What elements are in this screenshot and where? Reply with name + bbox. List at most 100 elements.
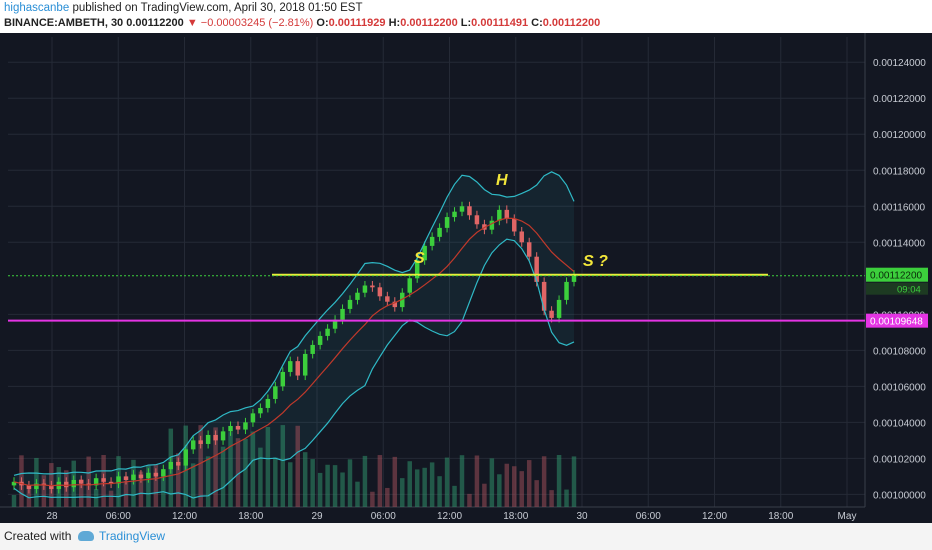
volume-bar [549, 490, 554, 507]
candle-body [71, 479, 76, 488]
candle [243, 417, 248, 435]
volume-bar [198, 425, 203, 507]
candle-body [489, 220, 495, 230]
candle-body [49, 485, 54, 489]
volume-bar [362, 455, 368, 507]
candle [407, 273, 412, 298]
volume-bar [355, 481, 360, 507]
candle [26, 480, 32, 494]
candle-body [93, 478, 99, 486]
candle [273, 381, 278, 404]
volume-bar [280, 425, 286, 507]
candle [220, 426, 226, 445]
candle-body [317, 335, 323, 345]
x-tick-label: 12:00 [172, 511, 197, 522]
author-link[interactable]: highascanbe [4, 2, 70, 14]
volume-bar [302, 452, 308, 507]
candle-body [564, 281, 569, 300]
candle-body [332, 319, 338, 329]
candle [176, 457, 181, 471]
candle-body [34, 483, 39, 489]
candle-body [101, 478, 106, 482]
low-value: 0.00111491 [471, 17, 529, 29]
x-tick-label: 06:00 [371, 511, 396, 522]
candle [325, 324, 330, 341]
x-tick-label: 06:00 [636, 511, 661, 522]
chart-area[interactable]: 0.00124000 0.00122000 0.00120000 0.00118000… [0, 33, 932, 523]
y-tick-label: 0.00102000 [873, 454, 926, 465]
candle [467, 201, 472, 220]
price-tag-text: 0.00112200 [870, 271, 923, 282]
tradingview-logo[interactable]: TradingView [78, 529, 165, 543]
volume-bar [317, 472, 323, 507]
y-tick-label: 0.00106000 [873, 382, 926, 393]
x-tick-label: 29 [311, 511, 323, 522]
candle-body [526, 242, 532, 257]
candle [459, 201, 465, 217]
volume-bar [392, 456, 398, 507]
grid-lines [8, 37, 865, 507]
candle [168, 457, 174, 474]
volume-bar [414, 469, 420, 507]
volume-bar [161, 473, 166, 507]
candle [347, 295, 353, 314]
y-tick-label: 0.00104000 [873, 418, 926, 429]
candle-body [228, 425, 233, 432]
volume-bar [564, 489, 569, 507]
volume-bar [220, 446, 226, 507]
candle [474, 210, 480, 229]
candle [198, 435, 203, 449]
candle [422, 241, 427, 265]
candle-body [198, 440, 203, 444]
bollinger-upper-line [13, 171, 575, 476]
volume-bar [11, 495, 17, 507]
volume-bar [78, 479, 84, 507]
candle-body [549, 310, 554, 318]
candle-body [280, 371, 286, 387]
high-label: H: [388, 17, 401, 29]
volume-bar [26, 484, 32, 507]
open-label: O: [316, 17, 329, 29]
candle [310, 340, 315, 359]
candle-body [295, 361, 300, 376]
candle [235, 421, 241, 435]
candle [385, 291, 390, 307]
candle-body [176, 461, 181, 466]
candle [183, 444, 188, 471]
x-tick-label: 06:00 [106, 511, 131, 522]
candle [362, 281, 368, 298]
volume-bar [108, 490, 114, 507]
open-value: 0.00111929 [328, 17, 386, 29]
candle-body [220, 431, 226, 441]
candle [370, 281, 375, 292]
candle [265, 394, 271, 413]
candle [34, 479, 39, 494]
price-chart[interactable]: 0.00124000 0.00122000 0.00120000 0.00118000… [0, 33, 932, 523]
price-tag-text: 0.00109648 [870, 317, 923, 328]
volume-bar [243, 439, 248, 507]
volume-bar [452, 485, 457, 507]
candle-body [459, 206, 465, 212]
cloud-icon [78, 531, 94, 541]
volume-bar [146, 465, 151, 507]
volume-bar [512, 466, 517, 507]
volume-bar [385, 487, 390, 507]
candle-body [168, 461, 174, 470]
candle [250, 408, 256, 427]
volume-bar [138, 471, 144, 507]
candle [526, 237, 532, 262]
candle-body [362, 285, 368, 293]
last-price: 0.00112200 [126, 17, 184, 29]
candle-body [474, 215, 480, 225]
candle-body [414, 260, 420, 279]
volume-bar [429, 462, 435, 507]
candle [489, 216, 495, 235]
candle [317, 331, 323, 350]
volume-bar [541, 456, 547, 507]
volume-bar [534, 480, 539, 507]
bollinger-band-fill [14, 171, 574, 499]
candle [108, 477, 114, 489]
candle [564, 277, 569, 305]
candle-body [153, 472, 159, 477]
candle-body [288, 361, 293, 372]
